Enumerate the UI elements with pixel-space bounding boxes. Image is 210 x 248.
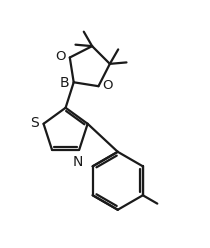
Text: O: O	[103, 79, 113, 92]
Text: S: S	[30, 116, 38, 130]
Text: O: O	[55, 50, 66, 63]
Text: B: B	[60, 76, 70, 91]
Text: N: N	[73, 155, 83, 169]
